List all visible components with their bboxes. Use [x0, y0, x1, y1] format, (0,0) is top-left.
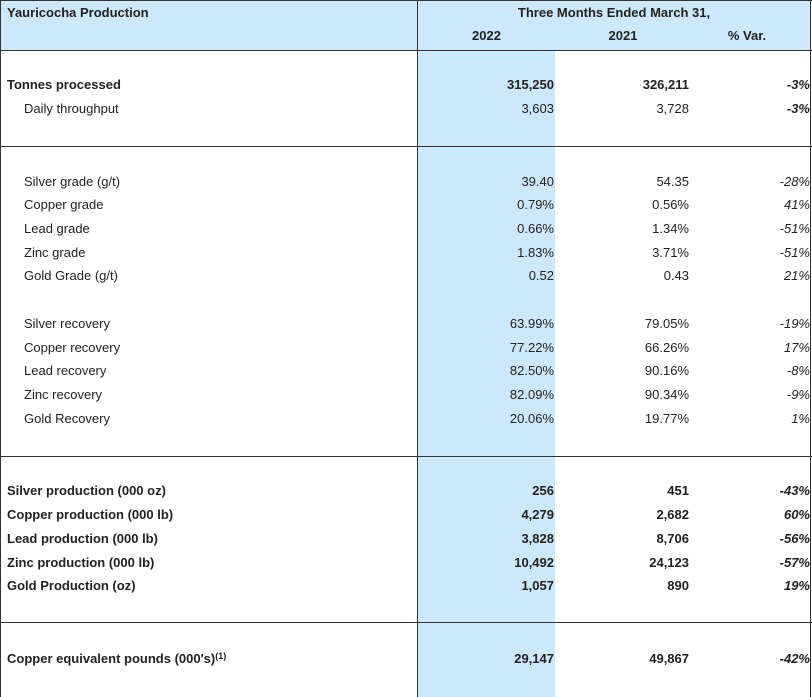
row-label: Silver recovery	[24, 316, 110, 331]
row-label: Tonnes processed	[7, 77, 121, 92]
border-right	[810, 0, 811, 697]
cell-2021: 3.71%	[652, 245, 689, 260]
cell-2021: 890	[667, 578, 689, 593]
cell-2022: 256	[532, 483, 554, 498]
row-label: Daily throughput	[24, 101, 119, 116]
cell-var: -57%	[779, 555, 810, 570]
cell-2022: 20.06%	[509, 411, 554, 426]
cell-var: 17%	[783, 340, 810, 355]
cell-2021: 0.56%	[652, 197, 689, 212]
section-divider-1	[0, 146, 812, 147]
cell-var: 60%	[783, 507, 810, 522]
row-label: Lead production (000 lb)	[7, 531, 158, 546]
row-label: Gold Grade (g/t)	[24, 268, 118, 283]
row-label-text: Copper equivalent pounds (000's)	[7, 651, 216, 666]
cell-var: 1%	[791, 411, 810, 426]
section-divider-3	[0, 622, 812, 623]
cell-2021: 90.16%	[644, 363, 689, 378]
cell-var: -8%	[786, 363, 810, 378]
cell-var: -51%	[779, 245, 810, 260]
table-title: Yauricocha Production	[7, 5, 149, 20]
cell-2021: 90.34%	[644, 387, 689, 402]
border-top	[0, 0, 812, 1]
period-header: Three Months Ended March 31,	[517, 5, 711, 20]
cell-2022: 315,250	[507, 77, 554, 92]
row-label: Copper equivalent pounds (000's)(1)	[7, 651, 226, 667]
cell-2021: 2,682	[656, 507, 689, 522]
cell-2021: 19.77%	[644, 411, 689, 426]
cell-var: -3%	[786, 101, 810, 116]
footnote-marker: (1)	[215, 651, 227, 661]
row-label: Zinc production (000 lb)	[7, 555, 155, 570]
header-2022: 2022	[472, 28, 501, 43]
row-label: Copper grade	[24, 197, 104, 212]
header-var: % Var.	[727, 28, 767, 43]
row-label: Copper recovery	[24, 340, 121, 355]
cell-var: -42%	[779, 651, 810, 666]
cell-2021: 0.43	[663, 268, 689, 283]
column-2022-highlight	[418, 50, 555, 697]
cell-var: -19%	[779, 316, 810, 331]
cell-2021: 326,211	[642, 77, 689, 92]
header-background	[0, 0, 811, 50]
cell-2021: 451	[667, 483, 689, 498]
row-label: Lead grade	[24, 221, 90, 236]
row-label: Zinc grade	[24, 245, 86, 260]
cell-2022: 77.22%	[509, 340, 554, 355]
cell-var: 19%	[783, 578, 810, 593]
cell-2022: 1,057	[521, 578, 554, 593]
cell-2022: 29,147	[514, 651, 554, 666]
row-label: Copper production (000 lb)	[7, 507, 174, 522]
row-label: Zinc recovery	[24, 387, 103, 402]
cell-2022: 3,603	[521, 101, 554, 116]
border-left	[0, 0, 1, 697]
cell-2021: 49,867	[649, 651, 689, 666]
cell-2022: 39.40	[521, 174, 554, 189]
cell-2021: 24,123	[649, 555, 689, 570]
row-label: Lead recovery	[24, 363, 107, 378]
cell-2021: 79.05%	[644, 316, 689, 331]
header-2021: 2021	[608, 28, 638, 43]
cell-2022: 82.50%	[509, 363, 554, 378]
cell-var: 21%	[783, 268, 810, 283]
row-label: Gold Recovery	[24, 411, 110, 426]
row-label: Silver grade (g/t)	[24, 174, 121, 189]
cell-var: -3%	[786, 77, 810, 92]
cell-var: -56%	[779, 531, 810, 546]
cell-var: -9%	[786, 387, 810, 402]
cell-2022: 4,279	[521, 507, 554, 522]
cell-2021: 3,728	[656, 101, 689, 116]
cell-var: -51%	[779, 221, 810, 236]
section-divider-2	[0, 456, 812, 457]
row-label: Gold Production (oz)	[7, 578, 136, 593]
cell-2022: 1.83%	[517, 245, 554, 260]
cell-2022: 0.52	[528, 268, 554, 283]
cell-2022: 82.09%	[509, 387, 554, 402]
cell-2021: 66.26%	[644, 340, 689, 355]
cell-2021: 8,706	[656, 531, 689, 546]
cell-2021: 1.34%	[652, 221, 689, 236]
cell-2022: 3,828	[521, 531, 554, 546]
row-label: Silver production (000 oz)	[7, 483, 166, 498]
cell-2021: 54.35	[656, 174, 689, 189]
cell-var: -28%	[779, 174, 810, 189]
cell-2022: 10,492	[514, 555, 554, 570]
cell-var: -43%	[779, 483, 810, 498]
cell-2022: 0.66%	[517, 221, 554, 236]
header-divider	[0, 50, 812, 51]
cell-2022: 0.79%	[517, 197, 554, 212]
cell-2022: 63.99%	[509, 316, 554, 331]
column-separator	[417, 0, 418, 697]
cell-var: 41%	[783, 197, 810, 212]
